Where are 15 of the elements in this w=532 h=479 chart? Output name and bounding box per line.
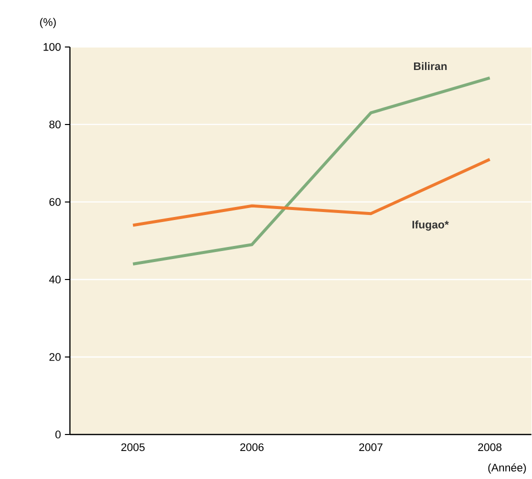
y-tick-label: 60 <box>49 198 61 206</box>
x-tick-label: 2005 <box>121 443 145 451</box>
text: Ifugao* <box>412 220 449 230</box>
y-tick-label: 20 <box>49 352 61 361</box>
x-axis-title: (Année) <box>488 463 526 474</box>
series-label: Biliran <box>414 62 447 70</box>
y-tick-label: 40 <box>49 275 61 284</box>
line-series <box>131 76 492 266</box>
x-tick-label: 2007 <box>359 443 382 451</box>
x-tick-label: 2008 <box>478 443 502 451</box>
y-tick-label: 100 <box>44 42 61 51</box>
y-tick-label: 80 <box>49 120 61 128</box>
y-axis-title: (%) <box>40 18 56 28</box>
x-tick-label: 2006 <box>240 443 264 451</box>
y-tick-label: 0 <box>55 430 61 438</box>
